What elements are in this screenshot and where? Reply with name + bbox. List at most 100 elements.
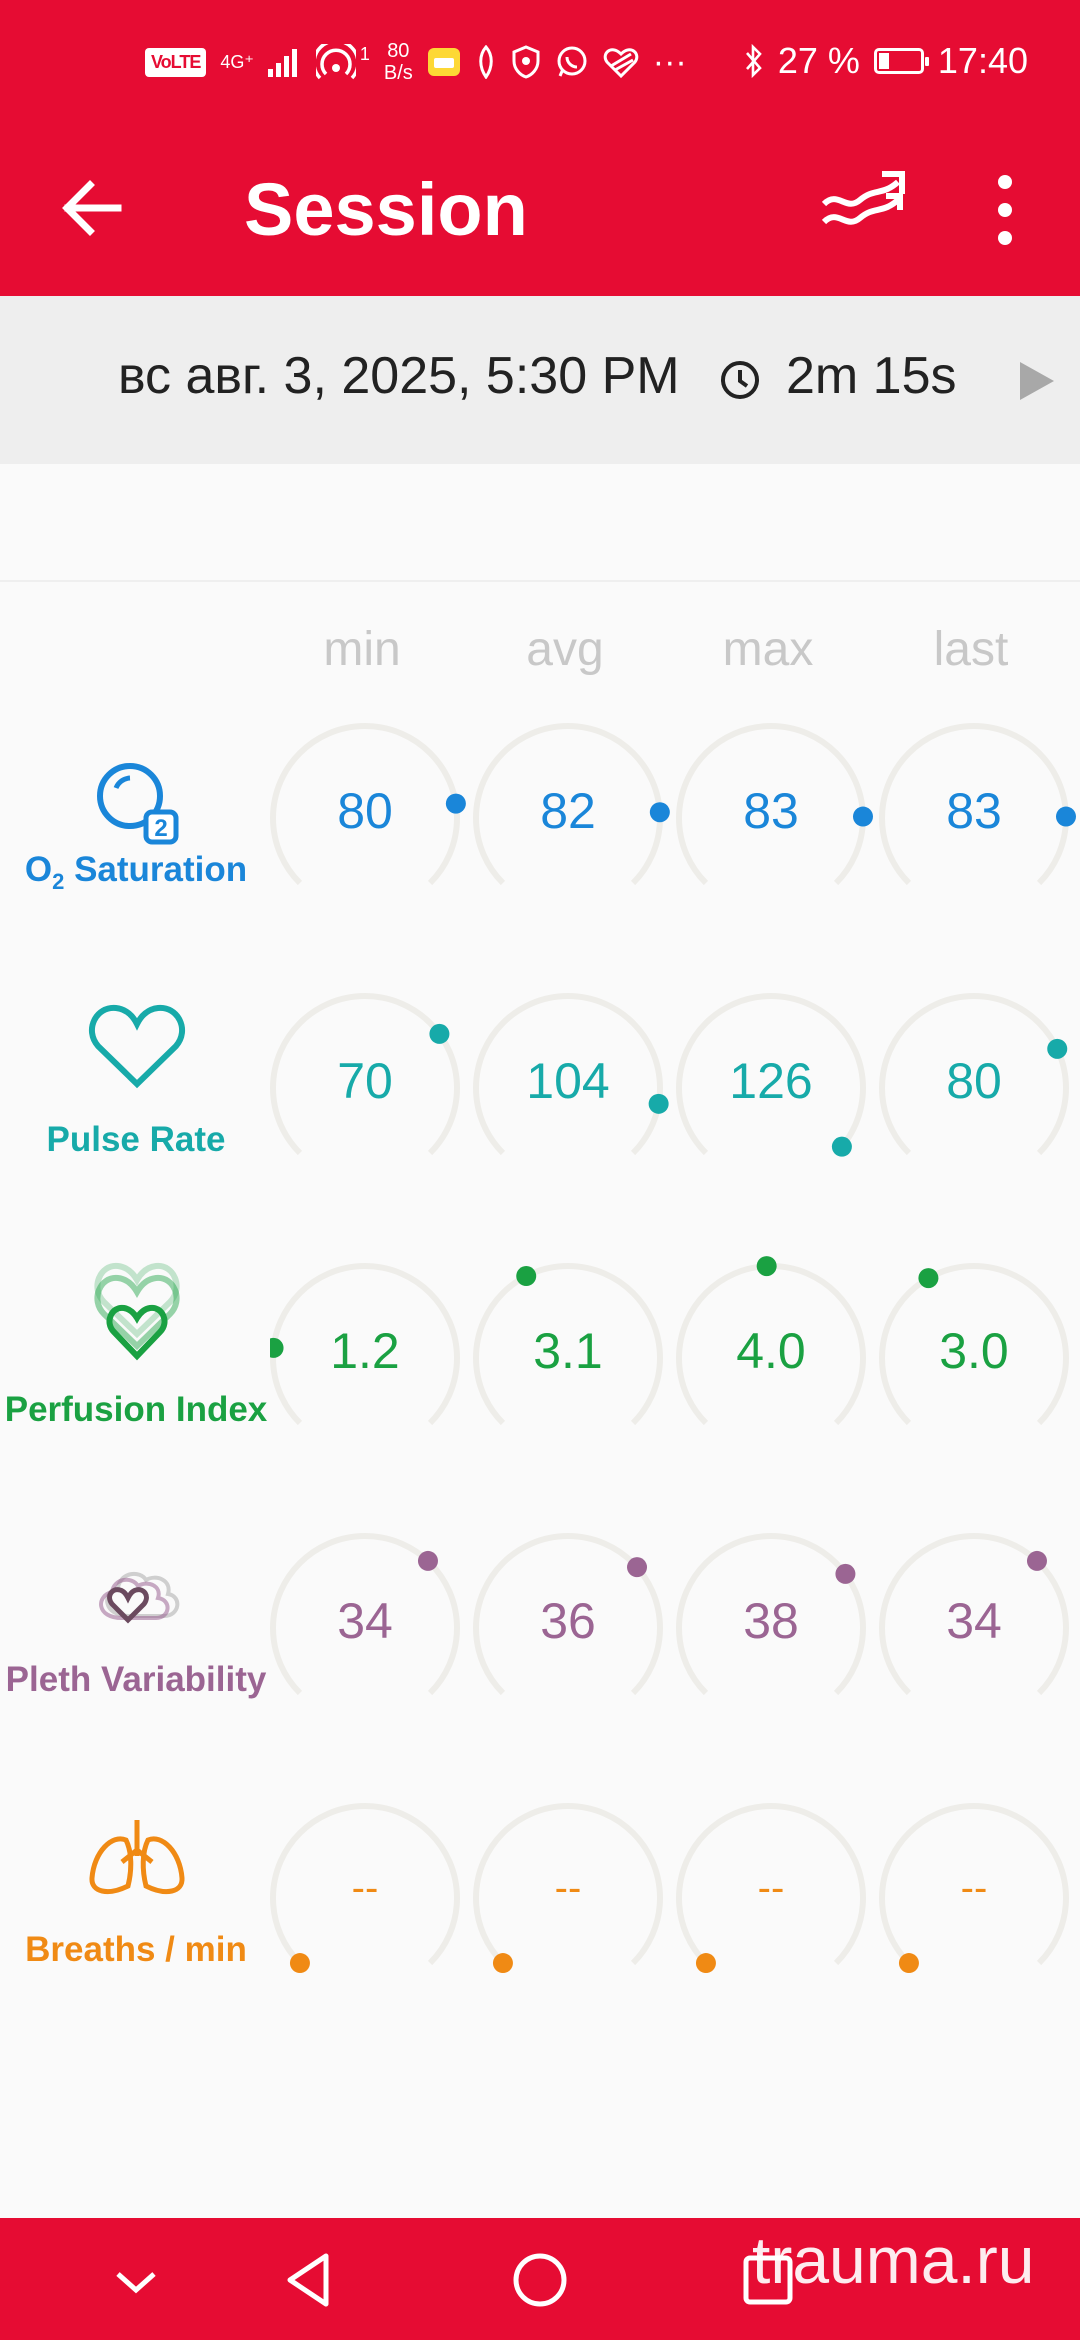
- network-speed: 80 B/s: [383, 40, 413, 84]
- gauge-dial: [879, 723, 1076, 886]
- gauge-value: 104: [526, 1053, 610, 1109]
- gauge-value: 4.0: [736, 1323, 806, 1379]
- metric-row: 2 O2 Saturation 80 82 83 83: [0, 700, 1080, 970]
- metric-label: Perfusion Index: [4, 1390, 268, 1429]
- gauge-last: 83: [879, 716, 1080, 916]
- status-bar: VoLTE 4G⁺ 1 80 B/s: [0, 0, 1080, 130]
- metric-row: Perfusion Index 1.2 3.1 4.0 3.0: [0, 1240, 1080, 1510]
- gauge-indicator-dot: [289, 1953, 310, 1974]
- triangle-back-icon: [287, 2253, 329, 2307]
- gauge-dial: [676, 1533, 866, 1696]
- arrow-back-icon: [62, 180, 122, 236]
- gauge-track: [676, 1803, 866, 1966]
- volte-badge: VoLTE: [145, 47, 207, 77]
- gauge-last: --: [879, 1796, 1080, 1996]
- gauge-value: 3.0: [939, 1323, 1009, 1379]
- back-button[interactable]: [54, 168, 134, 248]
- gauge-indicator-dot: [445, 793, 466, 814]
- gauge-dial: [676, 993, 866, 1157]
- nav-recents-button[interactable]: [728, 2240, 808, 2320]
- gauge-track: [270, 1803, 460, 1966]
- gauge-value: 70: [337, 1053, 393, 1109]
- gauge-dial: [270, 1263, 460, 1426]
- more-options-button[interactable]: [975, 160, 1035, 260]
- session-header: вс авг. 3, 2025, 5:30 PM 2m 15s: [0, 296, 1080, 464]
- gauge-max: 38: [676, 1526, 886, 1726]
- gauge-dial: [879, 1803, 1069, 1974]
- play-icon: [1020, 362, 1054, 400]
- whatsapp-icon: [557, 46, 587, 77]
- gauge-max: 4.0: [676, 1256, 886, 1456]
- gauge-indicator-dot: [270, 1337, 284, 1358]
- gauge-indicator-dot: [1055, 806, 1076, 827]
- gauge-track: [676, 1533, 866, 1696]
- gauge-track: [270, 993, 460, 1156]
- gauge-indicator-dot: [627, 1557, 648, 1578]
- hotspot-count: 1: [359, 44, 370, 64]
- lungs-icon: [89, 1820, 185, 1895]
- chevron-down-icon: [116, 2272, 156, 2294]
- gauge-indicator-dot: [918, 1268, 939, 1289]
- gauge-min: 34: [270, 1526, 480, 1726]
- heart-icon: [89, 1004, 185, 1089]
- gauge-value: 36: [540, 1593, 596, 1649]
- gauge-min: 1.2: [270, 1256, 480, 1456]
- clock-time: 17:40: [937, 40, 1028, 81]
- clock-icon: [721, 361, 759, 399]
- gauge-track: [473, 1533, 663, 1696]
- gauge-value: --: [960, 1866, 988, 1910]
- gauge-value: --: [351, 1866, 379, 1910]
- play-button[interactable]: [1014, 358, 1060, 404]
- gauge-value: 34: [946, 1593, 1002, 1649]
- gauge-dial: [270, 993, 460, 1156]
- network-type: 4G⁺: [220, 52, 254, 72]
- gauge-track: [473, 993, 663, 1156]
- gauge-indicator-dot: [649, 802, 670, 823]
- gauge-dial: [676, 723, 873, 886]
- nav-back-button[interactable]: [270, 2240, 350, 2320]
- battery-percent: 27 %: [777, 40, 860, 81]
- gauge-dial: [473, 723, 670, 886]
- gauge-track: [473, 723, 663, 886]
- gauge-max: 83: [676, 716, 886, 916]
- nav-home-button[interactable]: [500, 2240, 580, 2320]
- metric-label: O2 Saturation: [24, 850, 248, 894]
- watermark: trauma.ru: [752, 2223, 1035, 2297]
- nav-hide-button[interactable]: [96, 2240, 176, 2320]
- gauge-indicator-dot: [516, 1266, 537, 1287]
- home-circle-icon: [513, 2253, 567, 2307]
- battery-icon: [873, 48, 929, 74]
- trends-button[interactable]: [820, 166, 910, 246]
- gauge-track: [270, 1533, 460, 1696]
- gauge-indicator-dot: [492, 1953, 513, 1974]
- gauge-min: 80: [270, 716, 480, 916]
- column-header-max: max: [722, 623, 814, 676]
- pleth-variability-icon: [99, 1571, 180, 1624]
- gauge-dial: [270, 1533, 460, 1696]
- hotspot-icon: [315, 44, 356, 80]
- gauge-value: --: [757, 1866, 785, 1910]
- metric-row: Pleth Variability 34 36 38 34: [0, 1510, 1080, 1780]
- gauge-indicator-dot: [695, 1953, 716, 1974]
- gauge-dial: [473, 1803, 663, 1974]
- gauge-min: 70: [270, 986, 480, 1186]
- gauge-indicator-dot: [852, 806, 873, 827]
- gauge-max: 126: [676, 986, 886, 1186]
- gauge-indicator-dot: [1026, 1550, 1047, 1571]
- gauge-track: [879, 993, 1069, 1156]
- metric-label: Breaths / min: [25, 1930, 247, 1969]
- more-notifications-indicator: ···: [652, 42, 687, 81]
- square-recents-icon: [743, 2255, 793, 2305]
- gauge-track: [879, 1263, 1069, 1426]
- gauge-last: 34: [879, 1526, 1080, 1726]
- trending-icon: [821, 171, 905, 225]
- gauge-dial: [473, 1533, 663, 1696]
- gauge-last: 80: [879, 986, 1080, 1186]
- gauge-avg: --: [473, 1796, 683, 1996]
- gauge-value: 34: [337, 1593, 393, 1649]
- gauge-indicator-dot: [831, 1136, 852, 1157]
- gauge-track: [270, 723, 460, 886]
- app-notification-icon: [479, 45, 493, 79]
- gauge-avg: 3.1: [473, 1256, 683, 1456]
- gauge-track: [270, 1263, 460, 1426]
